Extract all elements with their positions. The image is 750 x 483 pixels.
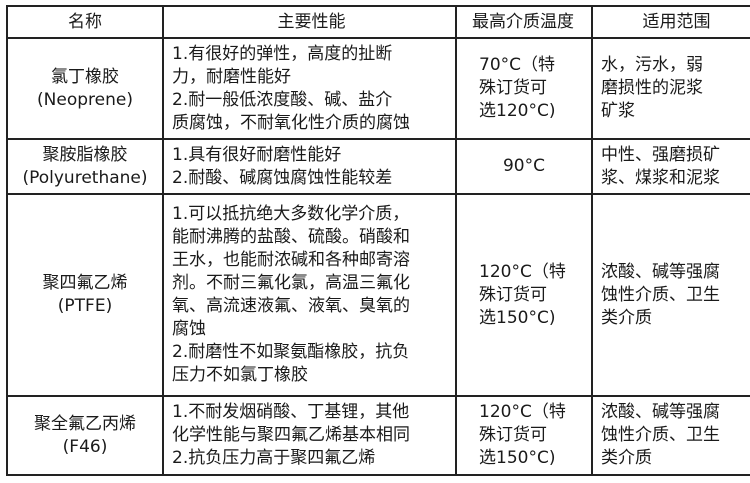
performance-line: 2.耐酸、碱腐蚀腐蚀性能较差 xyxy=(172,167,393,188)
application-line: 浓酸、碱等强腐 xyxy=(601,261,720,282)
application-cell: 浓酸、碱等强腐 蚀性介质、卫生 类介质 xyxy=(591,395,750,476)
header-row: 名称 主要性能 最高介质温度 适用范围 xyxy=(6,5,750,39)
material-name-line: 聚胺脂橡胶 xyxy=(42,144,128,165)
header-name: 名称 xyxy=(6,5,164,39)
material-name-cell: 聚胺脂橡胶 (Polyurethane) xyxy=(6,138,164,195)
performance-line: 1.不耐发烟硝酸、丁基锂，其他 xyxy=(172,402,410,422)
application-cell: 中性、强磨损矿 浆、煤浆和泥浆 xyxy=(591,138,750,195)
application-line: 蚀性介质、卫生 xyxy=(601,425,720,445)
material-name-line: (Polyurethane) xyxy=(22,167,148,188)
temperature-line: 120°C（特 xyxy=(479,402,566,422)
table-row: 聚全氟乙丙烯 (F46) 1.不耐发烟硝酸、丁基锂，其他 化学性能与聚四氟乙烯基本相同… xyxy=(6,395,750,476)
material-name-cell: 聚全氟乙丙烯 (F46) xyxy=(6,395,164,476)
application-line: 浓酸、碱等强腐 xyxy=(601,402,720,422)
performance-line: 能耐沸腾的盐酸、硫酸。硝酸和 xyxy=(172,227,410,247)
table-row: 氯丁橡胶 (Neoprene) 1.有很好的弹性，高度的扯断 力，耐磨性能好 2.耐一般… xyxy=(6,37,750,140)
performance-line: 2.耐一般低浓度酸、碱、盐介 xyxy=(172,89,393,110)
temperature-line: 殊订货可 xyxy=(479,425,547,445)
performance-line: 1.具有很好耐磨性能好 xyxy=(172,144,342,165)
table-row: 聚四氟乙烯 (PTFE) 1.可以抵抗绝大多数化学介质， 能耐沸腾的盐酸、硫酸。硝酸和… xyxy=(6,193,750,397)
performance-cell: 1.可以抵抗绝大多数化学介质， 能耐沸腾的盐酸、硫酸。硝酸和 王水，也能耐浓碱和各种… xyxy=(162,193,457,397)
material-name-cell: 聚四氟乙烯 (PTFE) xyxy=(6,193,164,397)
performance-line: 氧、高流速液氟、液氧、臭氧的 xyxy=(172,296,410,316)
temperature-line: 90°C xyxy=(502,156,545,176)
performance-line: 力，耐磨性能好 xyxy=(172,66,291,87)
performance-cell: 1.不耐发烟硝酸、丁基锂，其他 化学性能与聚四氟乙烯基本相同 2.抗负压力高于聚四氟… xyxy=(162,395,457,476)
performance-cell: 1.有很好的弹性，高度的扯断 力，耐磨性能好 2.耐一般低浓度酸、碱、盐介 质腐蚀，不… xyxy=(162,37,457,140)
table-row: 聚胺脂橡胶 (Polyurethane) 1.具有很好耐磨性能好 2.耐酸、碱腐蚀腐蚀… xyxy=(6,138,750,195)
performance-line: 质腐蚀，不耐氧化性介质的腐蚀 xyxy=(172,112,410,133)
application-line: 水，污水，弱 xyxy=(601,55,703,75)
application-line: 类介质 xyxy=(601,307,652,328)
temperature-line: 殊订货可 xyxy=(479,284,547,305)
performance-line: 化学性能与聚四氟乙烯基本相同 xyxy=(172,425,410,445)
temperature-line: 70°C（特 xyxy=(479,55,556,75)
temperature-cell: 70°C（特 殊订货可选120°C) xyxy=(455,37,593,140)
material-name-line: 聚四氟乙烯 xyxy=(42,273,128,293)
performance-cell: 1.具有很好耐磨性能好 2.耐酸、碱腐蚀腐蚀性能较差 xyxy=(162,138,457,195)
header-application: 适用范围 xyxy=(591,5,750,39)
performance-line: 2.耐磨性不如聚氨酯橡胶，抗负 xyxy=(172,342,410,362)
performance-line: 2.抗负压力高于聚四氟乙烯 xyxy=(172,448,376,468)
temperature-cell: 120°C（特 殊订货可 选150°C) xyxy=(455,193,593,397)
application-line: 磨损性的泥浆 xyxy=(601,78,703,98)
temperature-line: 选120°C) xyxy=(479,101,556,121)
header-temperature: 最高介质温度 xyxy=(455,5,593,39)
material-name-line: 聚全氟乙丙烯 xyxy=(34,413,136,434)
material-name-line: (F46) xyxy=(62,436,108,457)
temperature-line: 选150°C) xyxy=(479,448,556,468)
performance-line: 1.可以抵抗绝大多数化学介质， xyxy=(172,204,410,224)
temperature-line: 120°C（特 xyxy=(479,261,566,282)
application-line: 中性、强磨损矿 xyxy=(601,144,720,165)
application-line: 浆、煤浆和泥浆 xyxy=(601,167,720,188)
performance-line: 1.有很好的弹性，高度的扯断 xyxy=(172,43,393,64)
application-line: 蚀性介质、卫生 xyxy=(601,284,720,305)
temperature-cell: 120°C（特 殊订货可选150°C) xyxy=(455,395,593,476)
performance-line: 腐蚀 xyxy=(172,319,206,339)
material-name-line: 氯丁橡胶 xyxy=(51,66,119,87)
application-cell: 浓酸、碱等强腐 蚀性介质、卫生 类介质 xyxy=(591,193,750,397)
performance-line: 王水，也能耐浓碱和各种邮寄溶 xyxy=(172,250,410,270)
temperature-line: 选150°C) xyxy=(479,307,556,328)
application-line: 矿浆 xyxy=(601,101,635,121)
performance-line: 剂。不耐三氟化氯，高温三氟化 xyxy=(172,273,410,293)
materials-table: 名称 主要性能 最高介质温度 适用范围 氯丁橡胶 (Neoprene) 1.有很好的… xyxy=(6,5,750,476)
material-name-line: (Neoprene) xyxy=(37,89,133,110)
temperature-line: 殊订货可 xyxy=(479,78,547,98)
temperature-cell: 90°C xyxy=(455,138,593,195)
application-cell: 水，污水，弱 磨损性的泥浆 矿浆 xyxy=(591,37,750,140)
application-line: 类介质 xyxy=(601,448,652,468)
material-name-cell: 氯丁橡胶 (Neoprene) xyxy=(6,37,164,140)
material-name-line: (PTFE) xyxy=(57,296,113,316)
header-performance: 主要性能 xyxy=(162,5,457,39)
performance-line: 压力不如氯丁橡胶 xyxy=(172,365,308,385)
